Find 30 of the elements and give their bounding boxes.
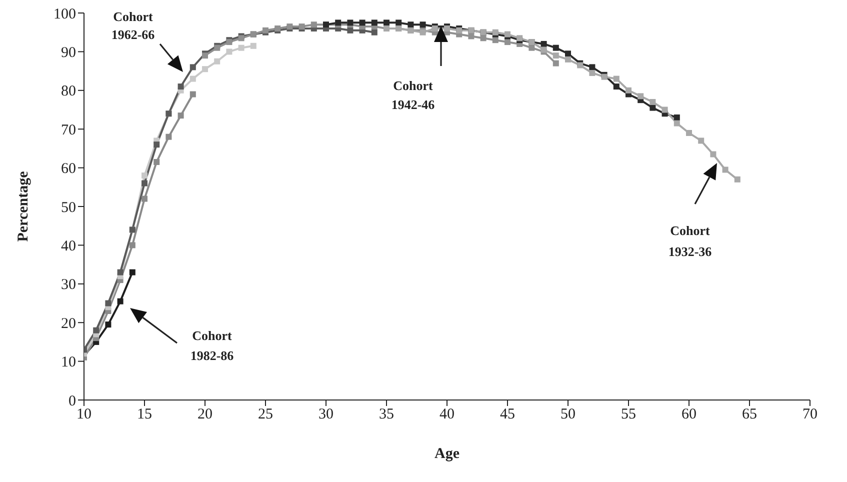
y-tick-label: 80 <box>61 84 76 100</box>
y-tick-label: 50 <box>61 200 76 216</box>
x-tick-label: 10 <box>76 406 92 423</box>
y-tick-label: 0 <box>68 393 76 410</box>
y-tick-label: 10 <box>61 354 76 371</box>
annotation: Cohort 1982-86 <box>190 328 234 363</box>
x-tick-label: 20 <box>198 406 212 423</box>
y-tick-label: 90 <box>61 45 76 62</box>
x-tick-label: 30 <box>318 406 334 423</box>
x-tick-label: 40 <box>440 406 454 423</box>
x-axis-title: Age <box>434 446 460 462</box>
x-tick-label: 60 <box>682 406 696 423</box>
x-tick-label: 70 <box>802 406 818 423</box>
x-tick-label: 15 <box>137 406 152 423</box>
x-tick-label: 25 <box>258 406 273 423</box>
y-tick-label: 40 <box>61 238 76 255</box>
annotation: Cohort 1942-46 <box>391 78 436 112</box>
y-tick-label: 60 <box>61 161 76 178</box>
y-axis-title: Percentage <box>15 170 32 242</box>
y-tick-label: 30 <box>61 277 76 294</box>
x-tick-label: 45 <box>500 406 515 423</box>
x-tick-label: 35 <box>379 406 394 423</box>
annotation: Cohort 1932-36 <box>668 223 712 259</box>
x-tick-label: 55 <box>621 406 636 423</box>
y-tick-label: 70 <box>61 122 76 138</box>
y-tick-label: 100 <box>54 6 76 22</box>
annotation: Cohort 1962-66 <box>111 9 156 42</box>
x-tick-label: 65 <box>742 406 757 423</box>
x-tick-label: 50 <box>560 406 576 423</box>
y-tick-label: 20 <box>61 316 76 332</box>
